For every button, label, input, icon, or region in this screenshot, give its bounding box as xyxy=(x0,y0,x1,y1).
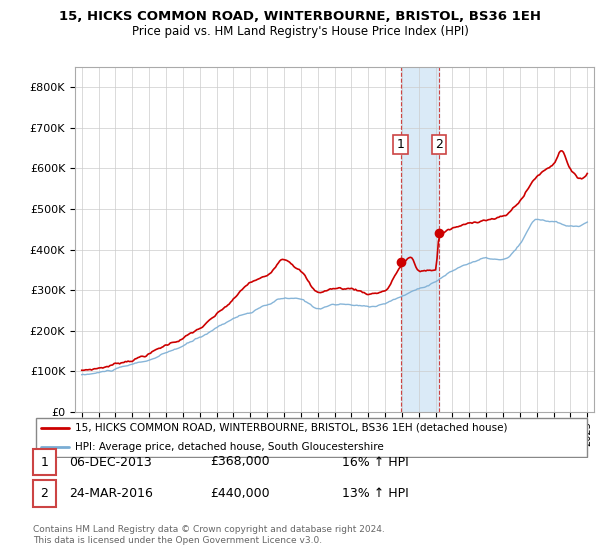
Text: 16% ↑ HPI: 16% ↑ HPI xyxy=(342,455,409,469)
Text: HPI: Average price, detached house, South Gloucestershire: HPI: Average price, detached house, Sout… xyxy=(75,442,383,452)
Text: 06-DEC-2013: 06-DEC-2013 xyxy=(69,455,152,469)
Text: £368,000: £368,000 xyxy=(210,455,269,469)
Text: 1: 1 xyxy=(40,455,49,469)
Text: 24-MAR-2016: 24-MAR-2016 xyxy=(69,487,153,501)
Text: Price paid vs. HM Land Registry's House Price Index (HPI): Price paid vs. HM Land Registry's House … xyxy=(131,25,469,38)
Text: 15, HICKS COMMON ROAD, WINTERBOURNE, BRISTOL, BS36 1EH (detached house): 15, HICKS COMMON ROAD, WINTERBOURNE, BRI… xyxy=(75,423,508,433)
Text: £440,000: £440,000 xyxy=(210,487,269,501)
Text: 15, HICKS COMMON ROAD, WINTERBOURNE, BRISTOL, BS36 1EH: 15, HICKS COMMON ROAD, WINTERBOURNE, BRI… xyxy=(59,10,541,22)
FancyBboxPatch shape xyxy=(36,418,587,457)
Bar xyxy=(401,67,439,412)
Text: 13% ↑ HPI: 13% ↑ HPI xyxy=(342,487,409,501)
Text: Contains HM Land Registry data © Crown copyright and database right 2024.
This d: Contains HM Land Registry data © Crown c… xyxy=(33,525,385,545)
Text: 1: 1 xyxy=(397,138,404,151)
Text: 2: 2 xyxy=(435,138,443,151)
Text: 2: 2 xyxy=(40,487,49,501)
